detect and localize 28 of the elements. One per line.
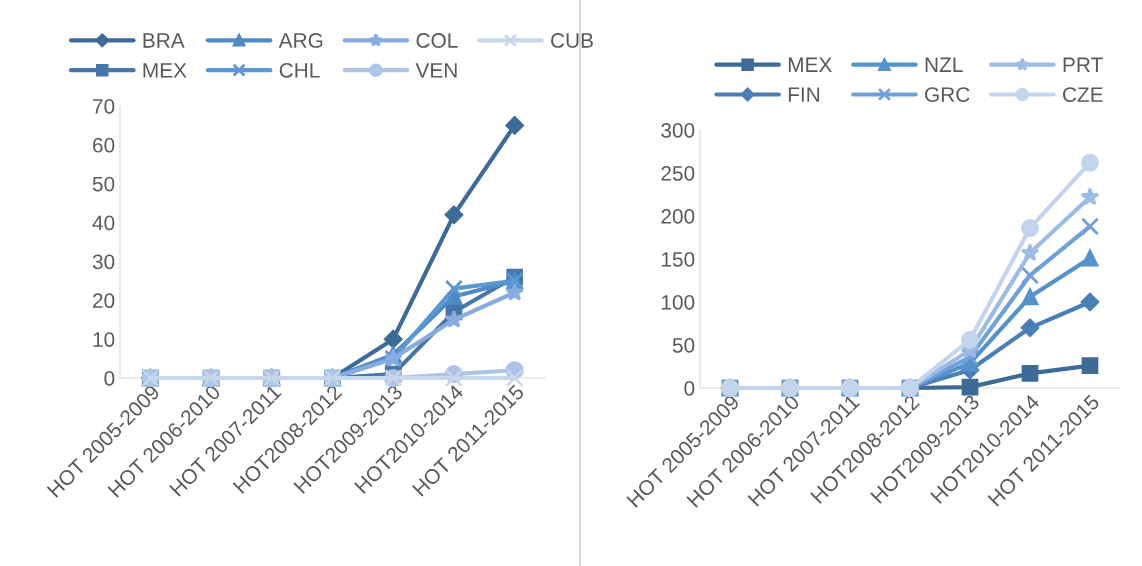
legend-label: GRC (925, 87, 970, 102)
legend-label: MEX (143, 63, 187, 78)
y-tick-label: 100 (661, 295, 695, 310)
y-tick-label: 20 (93, 293, 115, 309)
legend-label: COL (416, 33, 458, 48)
legend-label: CUB (551, 33, 593, 48)
y-tick-label: 40 (92, 215, 115, 231)
legend-label: ARG (278, 33, 323, 48)
y-tick-label: 0 (684, 381, 695, 396)
legend-label: FIN (788, 87, 820, 102)
legend-label: MEX (788, 57, 832, 72)
legend-label: CZE (1063, 87, 1103, 102)
y-tick-label: 30 (92, 254, 115, 270)
y-tick-label: 200 (661, 209, 695, 224)
legend-label: BRA (143, 33, 185, 48)
y-tick-label: 60 (93, 137, 115, 153)
y-tick-label: 250 (661, 166, 695, 181)
y-tick-label: 0 (104, 371, 115, 386)
legend-label: CHL (279, 62, 320, 78)
legend-label: NZL (925, 57, 963, 72)
y-tick-label: 70 (93, 99, 115, 114)
legend-label: PRT (1063, 57, 1103, 72)
y-tick-label: 300 (661, 123, 695, 138)
legend-label: VEN (415, 63, 457, 78)
y-tick-label: 150 (661, 252, 695, 267)
y-tick-label: 10 (93, 332, 115, 347)
y-tick-label: 50 (92, 176, 115, 192)
y-tick-label: 50 (672, 338, 695, 353)
